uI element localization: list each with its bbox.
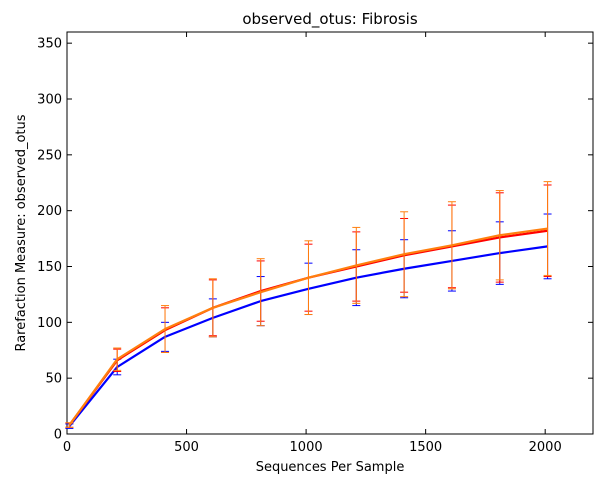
y-tick-label: 300 bbox=[37, 93, 62, 108]
x-tick-label: 1500 bbox=[409, 440, 442, 455]
y-tick-label: 250 bbox=[37, 148, 62, 163]
y-tick-label: 350 bbox=[37, 37, 62, 52]
y-tick-label: 50 bbox=[45, 372, 62, 387]
y-tick-label: 100 bbox=[37, 316, 62, 331]
chart-title: observed_otus: Fibrosis bbox=[242, 10, 417, 29]
plot-series bbox=[65, 181, 552, 429]
x-tick-label: 500 bbox=[174, 440, 199, 455]
series-line bbox=[68, 227, 548, 426]
y-tick-label: 0 bbox=[54, 428, 62, 443]
plot-frame bbox=[66, 31, 594, 435]
y-axis-label: Rarefaction Measure: observed_otus bbox=[14, 114, 29, 351]
y-axis: 0 50 100 150 200 250 300 350 bbox=[37, 37, 593, 443]
x-tick-label: 0 bbox=[63, 440, 71, 455]
x-tick-label: 2000 bbox=[529, 440, 562, 455]
y-tick-label: 200 bbox=[37, 204, 62, 219]
y-tick-label: 150 bbox=[37, 260, 62, 275]
series-3 bbox=[65, 181, 552, 428]
x-axis-label: Sequences Per Sample bbox=[256, 460, 405, 475]
x-axis: 0 500 1000 1500 2000 bbox=[63, 32, 562, 455]
x-tick-label: 1000 bbox=[290, 440, 323, 455]
